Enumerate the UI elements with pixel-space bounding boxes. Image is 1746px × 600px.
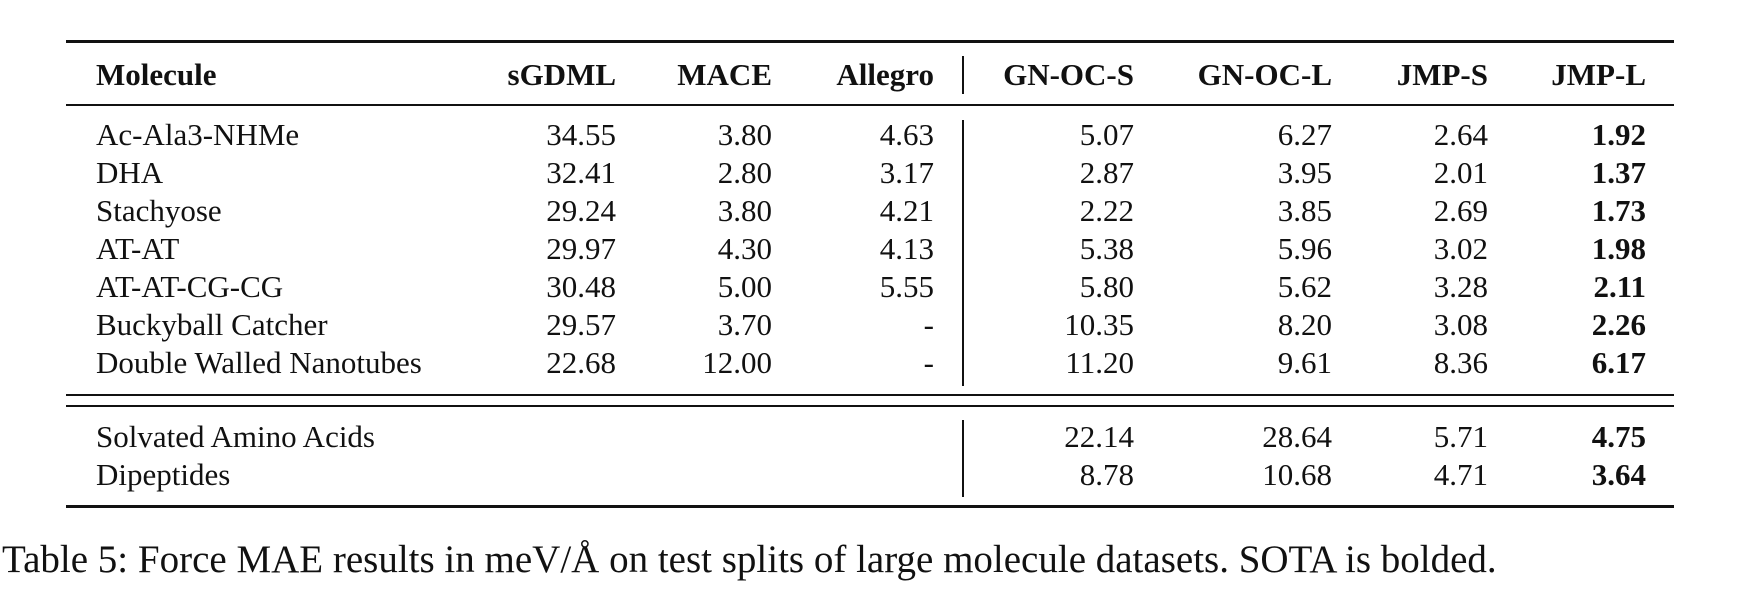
jmp-s-value: 2.64: [1433, 117, 1488, 152]
gn-oc-l-value: 8.20: [1277, 307, 1332, 342]
header-mace: MACE: [677, 57, 772, 92]
top-rule: [66, 40, 1674, 43]
molecule-name: DHA: [96, 155, 164, 190]
sgdml-value: 30.48: [546, 269, 616, 304]
jmp-s-value: 3.28: [1433, 269, 1488, 304]
allegro-value: 3.17: [879, 155, 934, 190]
allegro-value: -: [923, 345, 934, 380]
sgdml-value: 29.24: [546, 193, 616, 228]
molecule-name: AT-AT-CG-CG: [96, 269, 284, 304]
mace-value: 3.80: [717, 193, 772, 228]
header-gn-oc-s: GN-OC-S: [1003, 57, 1134, 92]
gn-oc-s-value: 2.87: [1079, 155, 1134, 190]
gn-oc-s-value: 11.20: [1065, 345, 1134, 380]
molecule-name: AT-AT: [96, 231, 180, 266]
vertical-divider: [962, 56, 964, 94]
gn-oc-s-value: 10.35: [1064, 307, 1134, 342]
molecule-name: Solvated Amino Acids: [96, 419, 375, 454]
gn-oc-l-value: 10.68: [1262, 457, 1332, 492]
jmp-s-value: 3.02: [1433, 231, 1488, 266]
jmp-l-value-sota: 1.37: [1591, 155, 1646, 190]
jmp-l-value-sota: 2.11: [1593, 269, 1646, 304]
header-gn-oc-l: GN-OC-L: [1197, 57, 1332, 92]
jmp-l-value-sota: 2.26: [1591, 307, 1646, 342]
jmp-l-value-sota: 1.73: [1591, 193, 1646, 228]
gn-oc-s-value: 5.07: [1079, 117, 1134, 152]
vertical-divider: [962, 420, 964, 497]
bottom-rule: [66, 505, 1674, 508]
mace-value: 4.30: [717, 231, 772, 266]
header-rule: [66, 104, 1674, 106]
header-jmp-s: JMP-S: [1396, 57, 1488, 92]
jmp-s-value: 4.71: [1433, 457, 1488, 492]
molecule-name: Dipeptides: [96, 457, 231, 492]
jmp-s-value: 2.69: [1433, 193, 1488, 228]
header-jmp-l: JMP-L: [1551, 57, 1646, 92]
mace-value: 3.70: [717, 307, 772, 342]
jmp-l-value-sota: 6.17: [1591, 345, 1646, 380]
jmp-l-value-sota: 4.75: [1591, 419, 1646, 454]
jmp-l-value-sota: 1.98: [1591, 231, 1646, 266]
sgdml-value: 29.97: [546, 231, 616, 266]
gn-oc-l-value: 5.62: [1277, 269, 1332, 304]
gn-oc-l-value: 3.85: [1277, 193, 1332, 228]
jmp-s-value: 5.71: [1433, 419, 1488, 454]
mace-value: 3.80: [717, 117, 772, 152]
header-sgdml: sGDML: [507, 57, 617, 92]
mace-value: 5.00: [717, 269, 772, 304]
allegro-value: -: [923, 307, 934, 342]
molecule-name: Stachyose: [96, 193, 222, 228]
mace-value: 12.00: [702, 345, 772, 380]
header-allegro: Allegro: [836, 57, 934, 92]
sgdml-value: 34.55: [546, 117, 616, 152]
sgdml-value: 32.41: [546, 155, 616, 190]
gn-oc-l-value: 5.96: [1277, 231, 1332, 266]
gn-oc-l-value: 9.61: [1277, 345, 1332, 380]
gn-oc-l-value: 28.64: [1262, 419, 1332, 454]
header-molecule: Molecule: [96, 57, 217, 92]
gn-oc-s-value: 22.14: [1064, 419, 1134, 454]
allegro-value: 4.63: [879, 117, 934, 152]
table-caption: Table 5: Force MAE results in meV/Å on t…: [2, 538, 1497, 581]
allegro-value: 4.21: [879, 193, 934, 228]
gn-oc-s-value: 2.22: [1079, 193, 1134, 228]
allegro-value: 4.13: [879, 231, 934, 266]
mid-double-rule-2: [66, 405, 1674, 407]
gn-oc-s-value: 5.38: [1079, 231, 1134, 266]
jmp-l-value-sota: 3.64: [1591, 457, 1646, 492]
gn-oc-l-value: 6.27: [1277, 117, 1332, 152]
molecule-name: Double Walled Nanotubes: [96, 345, 422, 380]
sgdml-value: 22.68: [546, 345, 616, 380]
jmp-s-value: 3.08: [1433, 307, 1488, 342]
jmp-s-value: 8.36: [1433, 345, 1488, 380]
gn-oc-s-value: 8.78: [1079, 457, 1134, 492]
jmp-l-value-sota: 1.92: [1591, 117, 1646, 152]
sgdml-value: 29.57: [546, 307, 616, 342]
gn-oc-s-value: 5.80: [1079, 269, 1134, 304]
molecule-name: Buckyball Catcher: [96, 307, 328, 342]
mid-double-rule-1: [66, 394, 1674, 396]
jmp-s-value: 2.01: [1433, 155, 1488, 190]
gn-oc-l-value: 3.95: [1277, 155, 1332, 190]
mace-value: 2.80: [717, 155, 772, 190]
allegro-value: 5.55: [879, 269, 934, 304]
vertical-divider: [962, 120, 964, 386]
molecule-name: Ac-Ala3-NHMe: [96, 117, 300, 152]
